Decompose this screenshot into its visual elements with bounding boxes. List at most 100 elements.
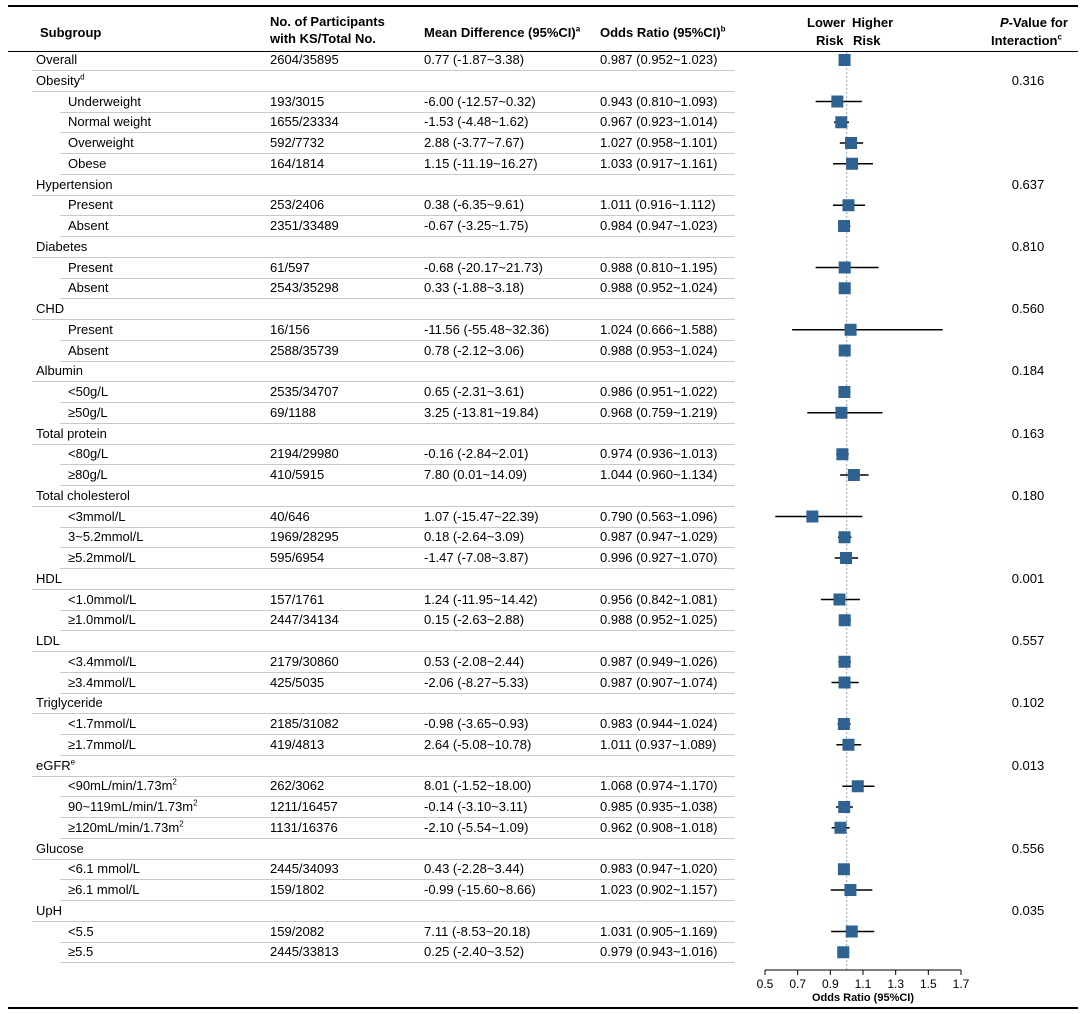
interaction-pvalue: 0.001 bbox=[1011, 570, 1045, 586]
subgroup-level-label: <50g/L bbox=[68, 384, 108, 400]
mean-difference-cell: 8.01 (-1.52~18.00) bbox=[424, 778, 532, 794]
subgroup-category-label: Hypertension bbox=[36, 177, 113, 193]
mean-difference-cell: -0.99 (-15.60~8.66) bbox=[424, 882, 536, 897]
header-mean-difference-text: Mean Difference (95%CI) bbox=[424, 25, 576, 40]
mean-difference-cell: -2.06 (-8.27~5.33) bbox=[424, 674, 529, 690]
subgroup-category-label: eGFRe bbox=[36, 758, 75, 774]
subgroup-label-text: Triglyceride bbox=[36, 695, 103, 711]
interaction-pvalue: 0.163 bbox=[1011, 425, 1045, 441]
header-lower-risk-1: Lower bbox=[807, 15, 846, 30]
row-separator bbox=[60, 215, 735, 217]
subgroup-label-text: <5.5 bbox=[68, 923, 94, 939]
odds-ratio-cell: 0.983 (0.944~1.024) bbox=[600, 716, 718, 731]
subgroup-label-text: Obesity bbox=[36, 72, 81, 88]
interaction-pvalue: 0.180 bbox=[1011, 487, 1045, 503]
participants-cell: 2445/34093 bbox=[270, 861, 339, 877]
participants-cell: 419/4813 bbox=[270, 736, 325, 752]
subgroup-label-text: Obese bbox=[68, 155, 107, 171]
subgroup-label-text: ≥1.7mmol/L bbox=[68, 736, 136, 752]
subgroup-label-sup: 2 bbox=[172, 777, 177, 787]
subgroup-level-label: ≥3.4mmol/L bbox=[68, 675, 136, 691]
bottom-rule bbox=[8, 1007, 1078, 1009]
interaction-pvalue: 0.013 bbox=[1011, 757, 1045, 773]
mean-difference-cell: 2.64 (-5.08~10.78) bbox=[424, 736, 532, 752]
point-estimate-marker bbox=[838, 801, 851, 813]
subgroup-category-label: Total cholesterol bbox=[36, 488, 130, 504]
subgroup-level-label: Present bbox=[68, 260, 113, 276]
row-separator bbox=[60, 796, 735, 798]
mean-difference-cell: -2.10 (-5.54~1.09) bbox=[424, 819, 529, 835]
mean-difference-cell: 0.15 (-2.63~2.88) bbox=[424, 612, 525, 628]
subgroup-label-text: Absent bbox=[68, 218, 109, 233]
header-higher-risk-2: Risk bbox=[853, 33, 881, 48]
point-estimate-marker bbox=[842, 199, 855, 212]
row-separator bbox=[60, 547, 735, 549]
subgroup-label-text: LDL bbox=[36, 633, 60, 648]
point-estimate-marker bbox=[835, 406, 848, 419]
mean-difference-cell: 0.65 (-2.31~3.61) bbox=[424, 384, 525, 399]
row-separator bbox=[60, 173, 735, 175]
point-estimate-marker bbox=[846, 157, 859, 170]
subgroup-label-text: Diabetes bbox=[36, 238, 88, 254]
subgroup-label-text: Normal weight bbox=[68, 114, 152, 130]
subgroup-label-text: Total protein bbox=[36, 425, 107, 441]
participants-cell: 193/3015 bbox=[270, 93, 325, 109]
row-separator bbox=[32, 713, 735, 715]
odds-ratio-cell: 0.984 (0.947~1.023) bbox=[600, 218, 718, 233]
odds-ratio-cell: 1.011 (0.916~1.112) bbox=[600, 197, 716, 213]
participants-cell: 2194/29980 bbox=[270, 446, 339, 462]
odds-ratio-cell: 0.985 (0.935~1.038) bbox=[600, 799, 718, 814]
header-rule bbox=[8, 51, 1078, 52]
subgroup-level-label: <5.5 bbox=[68, 924, 94, 940]
subgroup-label-text: Total cholesterol bbox=[36, 487, 130, 503]
subgroup-label-text: Present bbox=[68, 197, 113, 213]
participants-cell: 1211/16457 bbox=[270, 799, 338, 814]
point-estimate-marker bbox=[838, 54, 851, 66]
subgroup-label-sup: e bbox=[70, 757, 76, 767]
subgroup-label-text: <1.0mmol/L bbox=[68, 591, 137, 607]
header-mean-difference: Mean Difference (95%CI)a bbox=[424, 25, 580, 41]
row-separator bbox=[60, 111, 735, 113]
subgroup-label-text: <1.7mmol/L bbox=[68, 716, 137, 731]
participants-cell: 40/646 bbox=[270, 508, 310, 524]
subgroup-level-label: ≥1.7mmol/L bbox=[68, 737, 136, 753]
subgroup-label-text: <3.4mmol/L bbox=[68, 653, 137, 669]
subgroup-label-text: Overweight bbox=[68, 135, 134, 150]
point-estimate-marker bbox=[837, 718, 850, 730]
subgroup-label-text: CHD bbox=[36, 301, 65, 316]
odds-ratio-cell: 0.987 (0.907~1.074) bbox=[600, 674, 718, 690]
mean-difference-cell: 7.11 (-8.53~20.18) bbox=[424, 923, 531, 939]
odds-ratio-cell: 0.974 (0.936~1.013) bbox=[600, 446, 718, 462]
row-separator bbox=[60, 568, 735, 569]
subgroup-label-text: 3~5.2mmol/L bbox=[68, 529, 144, 545]
header-pvalue-line2: Interactionc bbox=[991, 33, 1062, 49]
subgroup-category-label: Total protein bbox=[36, 426, 107, 442]
subgroup-level-label: Obese bbox=[68, 156, 106, 172]
header-odds-ratio-text: Odds Ratio (95%CI) bbox=[600, 25, 721, 40]
x-tick-label: 0.5 bbox=[757, 977, 774, 991]
subgroup-label-text: <6.1 mmol/L bbox=[68, 861, 140, 877]
interaction-pvalue: 0.102 bbox=[1011, 695, 1045, 711]
odds-ratio-cell: 0.987 (0.947~1.029) bbox=[600, 529, 718, 545]
mean-difference-cell: 0.77 (-1.87~3.38) bbox=[424, 52, 525, 67]
odds-ratio-cell: 0.988 (0.953~1.024) bbox=[600, 342, 718, 358]
odds-ratio-cell: 0.996 (0.927~1.070) bbox=[600, 550, 718, 565]
row-separator bbox=[60, 837, 735, 839]
mean-difference-cell: 0.25 (-2.40~3.52) bbox=[424, 944, 525, 960]
subgroup-category-label: Diabetes bbox=[36, 239, 87, 255]
subgroup-label-sup: 2 bbox=[193, 798, 198, 808]
subgroup-category-label: Overall bbox=[36, 52, 77, 68]
point-estimate-marker bbox=[838, 261, 851, 274]
subgroup-label-text: ≥120mL/min/1.73m bbox=[68, 819, 180, 835]
row-separator bbox=[60, 132, 735, 134]
header-pvalue-interaction: Interaction bbox=[991, 33, 1058, 48]
subgroup-level-label: Absent bbox=[68, 218, 108, 234]
participants-cell: 262/3062 bbox=[270, 778, 325, 794]
point-estimate-marker bbox=[806, 510, 819, 523]
header-participants-line1: No. of Participants bbox=[270, 14, 385, 29]
point-estimate-marker bbox=[835, 116, 848, 129]
participants-cell: 159/2082 bbox=[270, 923, 325, 939]
subgroup-level-label: <3.4mmol/L bbox=[68, 654, 136, 670]
x-tick-label: 1.3 bbox=[887, 977, 904, 991]
subgroup-level-label: Normal weight bbox=[68, 114, 151, 130]
